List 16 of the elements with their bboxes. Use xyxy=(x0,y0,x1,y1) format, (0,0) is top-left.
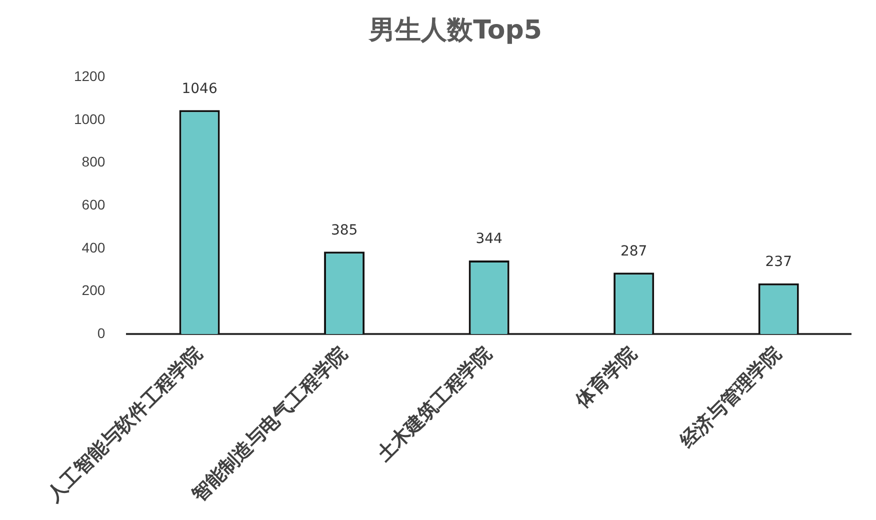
y-tick-label: 1000 xyxy=(74,110,106,127)
x-tick-label: 经济与管理学院 xyxy=(675,342,786,453)
y-tick-label: 1200 xyxy=(74,68,106,84)
y-tick-label: 0 xyxy=(97,324,106,341)
y-tick-label: 800 xyxy=(82,154,106,170)
y-tick-label: 200 xyxy=(82,282,106,298)
chart-title: 男生人数Top5 xyxy=(368,15,542,46)
x-tick-label: 土木建筑工程学院 xyxy=(372,342,496,466)
data-label: 1046 xyxy=(182,80,218,97)
y-tick-label: 600 xyxy=(82,196,106,213)
data-label: 344 xyxy=(476,231,503,248)
data-label: 287 xyxy=(620,243,648,260)
x-tick-label: 体育学院 xyxy=(570,342,641,413)
data-label: 237 xyxy=(765,254,792,270)
data-label: 385 xyxy=(330,222,358,238)
y-tick-label: 400 xyxy=(82,239,106,256)
